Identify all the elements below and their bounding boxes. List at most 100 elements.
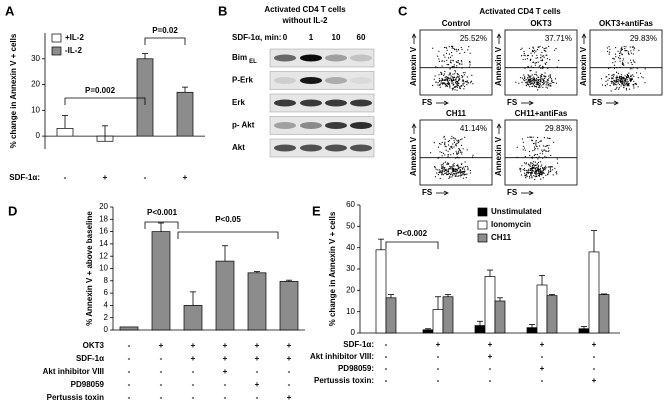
flow-event <box>458 80 460 82</box>
flow-event <box>450 75 452 77</box>
flow-event <box>456 76 458 78</box>
condition-value: + <box>183 173 188 182</box>
flow-event <box>533 161 535 163</box>
flow-event <box>608 53 610 55</box>
flow-event <box>537 46 539 48</box>
flow-event <box>548 166 550 168</box>
bar <box>183 305 203 331</box>
flow-event <box>444 145 446 147</box>
flow-percent: 41.14% <box>460 124 487 133</box>
flow-event <box>624 85 626 87</box>
flow-event <box>624 75 626 77</box>
flow-event <box>523 167 526 170</box>
flow-event <box>615 83 617 86</box>
flow-event <box>545 76 547 78</box>
flow-event <box>550 166 552 168</box>
flow-event <box>461 77 463 79</box>
flow-event <box>545 81 547 83</box>
flow-event <box>441 174 443 176</box>
flow-event <box>611 78 613 80</box>
blot-band <box>274 122 296 129</box>
condition-value: - <box>489 364 492 373</box>
flow-event <box>608 46 610 48</box>
flow-event <box>617 82 619 84</box>
flow-event <box>627 83 630 86</box>
flow-event <box>531 177 533 179</box>
flow-event <box>460 174 462 176</box>
flow-event <box>641 76 643 78</box>
flow-event <box>537 89 539 91</box>
flow-event <box>457 62 459 64</box>
flow-x-arrow <box>443 190 449 196</box>
flow-event <box>537 165 540 167</box>
blot-band <box>325 54 347 62</box>
flow-event <box>545 84 547 86</box>
flow-event <box>544 169 546 171</box>
error-bar <box>425 328 431 330</box>
flow-event <box>450 146 452 148</box>
flow-event <box>631 63 633 66</box>
flow-event <box>458 175 460 177</box>
flow-event <box>540 172 542 174</box>
flow-event <box>457 171 459 173</box>
flow-event <box>457 140 459 142</box>
flow-event <box>454 175 456 177</box>
flow-event <box>542 46 544 48</box>
flow-event <box>613 81 615 83</box>
flow-event <box>469 62 471 64</box>
flow-event <box>537 84 539 86</box>
flow-event <box>608 77 610 80</box>
flow-event <box>529 171 531 174</box>
flow-event <box>542 167 544 169</box>
flow-event <box>541 149 543 151</box>
flow-event <box>446 77 448 79</box>
flow-event <box>614 88 616 91</box>
flow-event <box>526 170 528 172</box>
flow-event <box>454 70 456 72</box>
flow-event <box>534 153 536 156</box>
flow-x-label: FS <box>422 188 433 197</box>
flow-event <box>458 83 460 85</box>
flow-event <box>448 79 450 81</box>
flow-event <box>455 48 458 50</box>
flow-event <box>618 80 620 82</box>
flow-event <box>457 165 459 168</box>
flow-event <box>529 86 531 88</box>
flow-event <box>463 170 465 173</box>
flow-event <box>624 81 627 83</box>
flow-event <box>547 85 549 87</box>
flow-event <box>461 151 463 153</box>
y-tick-label: 60 <box>346 200 355 209</box>
flow-event <box>448 172 450 174</box>
flow-event <box>521 138 524 140</box>
flow-event <box>437 169 439 171</box>
flow-event <box>528 47 531 49</box>
significance-label: P<0.001 <box>147 208 178 217</box>
flow-event <box>529 154 531 157</box>
flow-event <box>458 148 460 150</box>
flow-event <box>536 172 538 174</box>
panel-label: D <box>8 203 17 218</box>
blot-band <box>300 77 322 84</box>
flow-x-label: FS <box>507 188 518 197</box>
flow-event <box>534 64 536 66</box>
flow-event <box>456 89 458 91</box>
flow-event <box>449 84 451 86</box>
flow-event <box>455 168 457 170</box>
flow-event <box>543 166 546 168</box>
flow-event <box>534 148 536 150</box>
flow-event <box>444 77 446 79</box>
flow-event <box>615 56 617 58</box>
flow-event <box>471 74 473 76</box>
flow-event <box>468 46 470 48</box>
flow-event <box>541 60 544 62</box>
flow-event <box>456 65 458 67</box>
flow-event <box>454 86 456 88</box>
flow-event <box>455 77 457 79</box>
flow-event <box>460 85 463 87</box>
bar <box>598 294 610 334</box>
flow-event <box>522 149 524 151</box>
flow-event <box>621 83 623 85</box>
flow-event <box>452 143 454 145</box>
flow-event <box>452 84 454 86</box>
